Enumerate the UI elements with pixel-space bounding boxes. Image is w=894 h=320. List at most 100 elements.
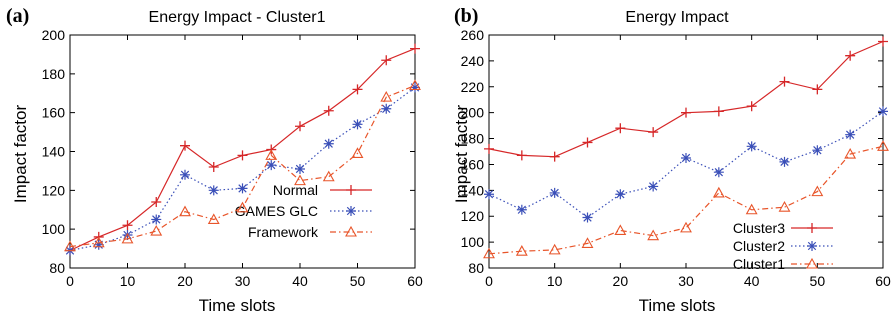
x-tick-label: 40 (292, 273, 308, 289)
data-point (713, 167, 724, 178)
chart-energy-impact-cluster1: (a) Energy Impact - Cluster1 Impact fact… (6, 5, 423, 315)
chart-title-b: Energy Impact (625, 9, 729, 26)
series-line (488, 40, 884, 158)
data-point (122, 220, 133, 231)
x-tick-label: 20 (177, 273, 193, 289)
data-point (484, 189, 494, 200)
data-point (180, 169, 190, 180)
data-point (845, 50, 856, 61)
y-tick-label: 160 (461, 156, 485, 172)
plot-frame (488, 34, 884, 269)
data-point (237, 183, 248, 194)
series-line (69, 86, 416, 252)
data-point (351, 147, 364, 158)
panel-label-b: (b) (454, 5, 478, 27)
series-games-glc (65, 82, 420, 256)
legend-label: GAMES GLC (235, 203, 318, 219)
y-tick-label: 140 (42, 144, 66, 160)
panel-label-a: (a) (6, 5, 29, 27)
data-point (93, 239, 104, 250)
data-point (581, 237, 594, 248)
data-point (323, 105, 334, 116)
y-tick-label: 180 (42, 66, 66, 82)
x-tick-label: 30 (678, 273, 694, 289)
data-point (778, 201, 791, 212)
data-point (381, 103, 392, 114)
data-point (208, 185, 219, 196)
legend-marker-shape (345, 225, 357, 237)
data-point (237, 150, 248, 161)
series-line (69, 84, 416, 248)
y-tick-label: 200 (42, 27, 66, 43)
data-point (294, 174, 306, 186)
series-cluster1 (483, 140, 889, 259)
data-point (549, 151, 560, 162)
x-tick-label: 0 (66, 273, 74, 289)
data-point (745, 203, 758, 215)
data-point (64, 240, 76, 252)
data-point (582, 137, 593, 148)
legend-marker (807, 241, 817, 251)
legend-marker (346, 206, 356, 216)
data-point (812, 145, 823, 156)
data-point (779, 76, 790, 87)
data-point (180, 140, 190, 151)
data-point (207, 213, 220, 225)
legend-marker (807, 223, 817, 233)
series-cluster3 (484, 36, 888, 162)
legend-label: Cluster3 (733, 220, 785, 236)
data-point (352, 84, 363, 95)
y-tick-label: 120 (461, 208, 485, 224)
data-point (877, 140, 889, 151)
series-line (488, 145, 884, 255)
series-line (488, 110, 884, 219)
y-tick-label: 160 (42, 105, 66, 121)
data-point (352, 119, 363, 130)
x-tick-label: 50 (810, 273, 826, 289)
chart-energy-impact: (b) Energy Impact Impact factor Time slo… (452, 5, 891, 315)
data-point (582, 212, 593, 223)
data-point (713, 106, 724, 117)
y-tick-label: 120 (42, 182, 66, 198)
legend-label: Cluster2 (733, 238, 785, 254)
data-point (680, 221, 692, 233)
legend-marker-shape (346, 206, 356, 216)
data-point (380, 91, 393, 102)
legend-marker-shape (346, 185, 356, 195)
data-point (746, 141, 757, 152)
x-tick-label: 10 (120, 273, 136, 289)
data-point (515, 245, 528, 256)
y-tick-label: 100 (461, 234, 485, 250)
y-tick-label: 180 (461, 131, 485, 147)
data-point (92, 236, 105, 248)
data-point (381, 55, 392, 66)
legend-label: Cluster1 (733, 256, 785, 272)
data-point (648, 181, 659, 192)
x-tick-label: 30 (235, 273, 251, 289)
data-point (483, 247, 495, 259)
data-point (323, 138, 334, 149)
data-point (845, 129, 856, 140)
chart-title-a: Energy Impact - Cluster1 (149, 9, 326, 26)
data-point (681, 152, 691, 163)
data-point (712, 186, 725, 198)
legend-marker (345, 225, 357, 237)
data-point (322, 170, 335, 182)
data-point (812, 84, 823, 95)
data-point (484, 143, 494, 154)
data-point (151, 196, 162, 207)
series-framework (64, 79, 421, 252)
data-point (878, 106, 888, 117)
y-tick-label: 140 (461, 182, 485, 198)
data-point (410, 82, 420, 93)
x-tick-label: 0 (485, 273, 493, 289)
series-line (69, 48, 416, 252)
y-tick-label: 80 (468, 260, 484, 276)
legend-marker-shape (807, 241, 817, 251)
data-point (647, 229, 660, 241)
data-point (179, 205, 191, 217)
y-tick-label: 220 (461, 79, 485, 95)
data-point (295, 163, 305, 174)
data-point (295, 121, 305, 132)
